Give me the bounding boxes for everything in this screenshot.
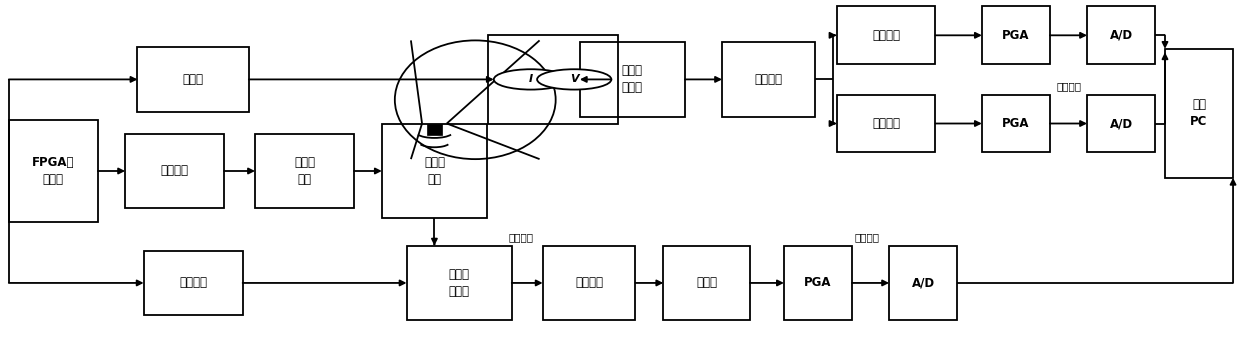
Text: 信号发
生器: 信号发 生器 xyxy=(294,156,315,186)
Bar xyxy=(138,47,249,111)
Bar xyxy=(407,246,512,320)
Text: 声电信号: 声电信号 xyxy=(1056,81,1081,91)
Text: PGA: PGA xyxy=(1002,29,1029,42)
Text: 位移信息: 位移信息 xyxy=(854,232,880,242)
Bar xyxy=(784,246,852,320)
Bar xyxy=(982,95,1050,152)
Bar xyxy=(722,42,815,117)
Bar xyxy=(487,35,618,123)
Text: 发射电路: 发射电路 xyxy=(161,165,188,177)
Bar xyxy=(255,134,353,208)
Text: I: I xyxy=(528,75,533,84)
Bar xyxy=(144,251,243,315)
Text: 接收电路: 接收电路 xyxy=(179,276,207,289)
Bar xyxy=(1087,6,1156,64)
Text: FPGA控
制单元: FPGA控 制单元 xyxy=(32,156,74,186)
Text: PGA: PGA xyxy=(1002,117,1029,130)
Bar xyxy=(982,6,1050,64)
Bar xyxy=(889,246,957,320)
Text: 差分放大: 差分放大 xyxy=(754,73,782,86)
Bar xyxy=(580,42,684,117)
Bar xyxy=(382,123,487,219)
Text: 电流源: 电流源 xyxy=(182,73,203,86)
Circle shape xyxy=(494,69,568,90)
Bar xyxy=(125,134,224,208)
Bar xyxy=(1087,95,1156,152)
Bar xyxy=(427,123,441,135)
Text: A/D: A/D xyxy=(1110,29,1132,42)
Text: A/D: A/D xyxy=(911,276,935,289)
Text: 低通滤波: 低通滤波 xyxy=(872,29,900,42)
Bar xyxy=(9,120,98,222)
Text: A/D: A/D xyxy=(1110,117,1132,130)
Bar xyxy=(837,6,935,64)
Bar xyxy=(543,246,635,320)
Bar xyxy=(837,95,935,152)
Text: V: V xyxy=(570,75,579,84)
Text: 回波信号: 回波信号 xyxy=(508,232,533,242)
Bar xyxy=(1166,49,1233,178)
Text: PGA: PGA xyxy=(805,276,832,289)
Text: 超声换
能器: 超声换 能器 xyxy=(424,156,445,186)
Text: 高通滤波: 高通滤波 xyxy=(872,117,900,130)
Text: 滤波器: 滤波器 xyxy=(696,276,717,289)
Bar xyxy=(663,246,750,320)
Circle shape xyxy=(537,69,611,90)
Text: 差分放大: 差分放大 xyxy=(575,276,603,289)
Text: 电脑
PC: 电脑 PC xyxy=(1190,98,1208,128)
Text: 数据采
集单元: 数据采 集单元 xyxy=(622,64,642,94)
Text: 数据采
集单元: 数据采 集单元 xyxy=(449,268,470,298)
